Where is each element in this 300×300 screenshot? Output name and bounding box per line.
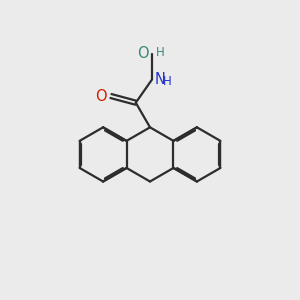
Text: H: H bbox=[156, 46, 164, 59]
Text: O: O bbox=[95, 88, 107, 104]
Text: O: O bbox=[137, 46, 149, 61]
Text: N: N bbox=[154, 73, 165, 88]
Text: H: H bbox=[163, 75, 171, 88]
